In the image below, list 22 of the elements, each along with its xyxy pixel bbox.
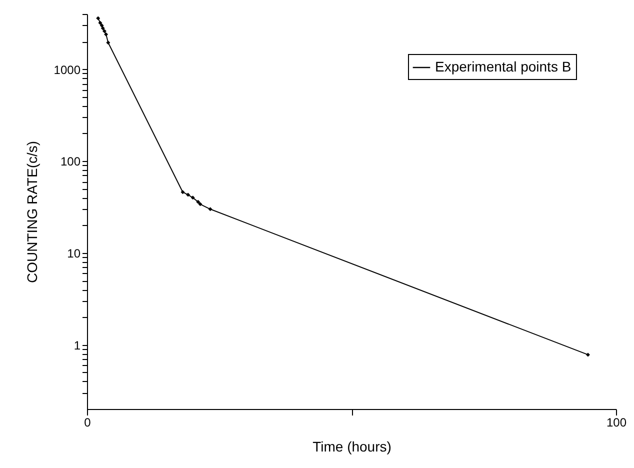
point (198, 202, 202, 206)
point (100, 23, 104, 28)
point (180, 190, 185, 194)
point (208, 207, 212, 212)
y-tick-label: 100 (60, 154, 81, 169)
point (186, 192, 190, 197)
y-tick-label: 10 (67, 246, 81, 260)
y-axis-title: COUNTING RATE(c/s) (24, 140, 40, 284)
point (106, 40, 110, 45)
y-tick-label: 1 (74, 338, 81, 352)
point (586, 352, 590, 357)
point (104, 32, 108, 36)
x-axis-title: Time (hours) (312, 438, 392, 454)
point (96, 16, 100, 20)
point (190, 196, 195, 200)
y-tick-label: 1000 (54, 62, 81, 77)
point (98, 20, 102, 25)
point (102, 29, 106, 34)
legend-label: Experimental points B (435, 58, 572, 74)
point (196, 200, 200, 204)
x-tick-label: 0 (84, 416, 92, 430)
point (100, 26, 105, 30)
